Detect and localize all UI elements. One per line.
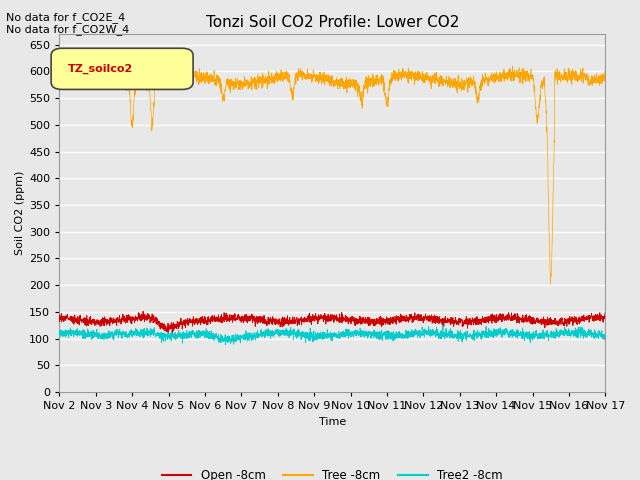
Legend: Open -8cm, Tree -8cm, Tree2 -8cm: Open -8cm, Tree -8cm, Tree2 -8cm: [157, 464, 508, 480]
Y-axis label: Soil CO2 (ppm): Soil CO2 (ppm): [15, 171, 25, 255]
Text: No data for f_CO2W_4: No data for f_CO2W_4: [6, 24, 130, 35]
X-axis label: Time: Time: [319, 417, 346, 427]
Text: No data for f_CO2E_4: No data for f_CO2E_4: [6, 12, 125, 23]
FancyBboxPatch shape: [51, 48, 193, 89]
Title: Tonzi Soil CO2 Profile: Lower CO2: Tonzi Soil CO2 Profile: Lower CO2: [205, 15, 459, 30]
Text: TZ_soilco2: TZ_soilco2: [67, 64, 132, 74]
